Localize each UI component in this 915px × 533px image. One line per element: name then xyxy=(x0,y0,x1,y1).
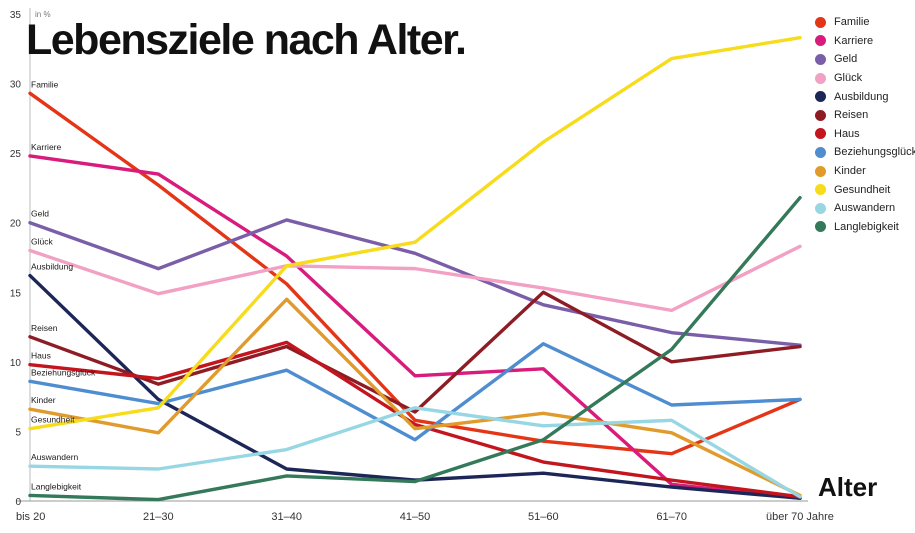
series-line-auswandern xyxy=(28,406,802,499)
legend-label-haus: Haus xyxy=(834,127,860,140)
series-start-label-geld: Geld xyxy=(31,209,49,219)
series-line-kinder xyxy=(28,297,802,498)
legend-label-langlebigkeit: Langlebigkeit xyxy=(834,220,899,233)
x-category-label-31-40: 31–40 xyxy=(271,511,302,523)
legend-label-gl-ck: Glück xyxy=(834,72,863,85)
legend-item-gl-ck: Glück xyxy=(815,69,915,88)
series-line-gl-ck xyxy=(28,244,802,313)
legend-dot-gesundheit xyxy=(815,184,826,196)
y-tick-label-30: 30 xyxy=(10,80,22,91)
legend-dot-ausbildung xyxy=(815,91,826,103)
series-line-karriere xyxy=(28,154,802,500)
y-tick-label-15: 15 xyxy=(10,288,22,299)
y-tick-label-5: 5 xyxy=(15,427,21,438)
legend-dot-haus xyxy=(815,128,826,140)
legend-label-auswandern: Auswandern xyxy=(834,202,896,215)
legend-item-familie: Familie xyxy=(815,13,915,32)
legend-dot-beziehungsgl-ck xyxy=(815,146,826,158)
x-category-label-21-30: 21–30 xyxy=(143,511,174,523)
legend-item-geld: Geld xyxy=(815,50,915,69)
series-start-label-gesundheit: Gesundheit xyxy=(31,415,75,425)
legend-item-langlebigkeit: Langlebigkeit xyxy=(815,218,915,237)
series-start-label-karriere: Karriere xyxy=(31,142,62,152)
x-category-label-41-50: 41–50 xyxy=(400,511,431,523)
legend-dot-karriere xyxy=(815,35,826,47)
series-start-label-beziehungsgl-ck: Beziehungsglück xyxy=(31,367,96,377)
series-start-label-haus: Haus xyxy=(31,351,51,361)
legend-dot-kinder xyxy=(815,165,826,177)
legend-label-reisen: Reisen xyxy=(834,109,869,122)
series-start-label-familie: Familie xyxy=(31,79,59,89)
legend-item-gesundheit: Gesundheit xyxy=(815,180,915,199)
y-tick-label-0: 0 xyxy=(15,497,21,508)
series-line-langlebigkeit xyxy=(28,195,802,502)
series-start-label-langlebigkeit: Langlebigkeit xyxy=(31,481,82,491)
legend-dot-geld xyxy=(815,53,826,65)
series-line-geld xyxy=(28,218,802,347)
series-line-familie xyxy=(28,91,802,456)
legend-label-kinder: Kinder xyxy=(834,165,866,178)
series-line-ausbildung xyxy=(28,273,802,500)
legend-label-ausbildung: Ausbildung xyxy=(834,90,889,103)
legend-item-kinder: Kinder xyxy=(815,162,915,181)
legend-label-familie: Familie xyxy=(834,16,870,29)
x-category-label--ber-70-jahre: über 70 Jahre xyxy=(766,511,834,523)
series-line-haus xyxy=(28,340,802,499)
legend-item-auswandern: Auswandern xyxy=(815,199,915,218)
series-line-reisen xyxy=(28,290,802,414)
x-axis-title: Alter xyxy=(818,472,878,502)
series-start-label-kinder: Kinder xyxy=(31,395,56,405)
legend-item-ausbildung: Ausbildung xyxy=(815,87,915,106)
legend-dot-familie xyxy=(815,16,826,28)
x-category-label-61-70: 61–70 xyxy=(656,511,687,523)
legend-item-beziehungsgl-ck: Beziehungsglück xyxy=(815,143,915,162)
legend: Familie Karriere Geld Glück Ausbildung Reisen… xyxy=(815,13,915,236)
y-tick-label-20: 20 xyxy=(10,219,22,230)
legend-item-karriere: Karriere xyxy=(815,32,915,51)
chart-title: Lebensziele nach Alter. xyxy=(26,16,467,64)
series-start-label-reisen: Reisen xyxy=(31,323,58,333)
x-category-label-51-60: 51–60 xyxy=(528,511,559,523)
series-line-beziehungsgl-ck xyxy=(28,342,802,442)
legend-dot-auswandern xyxy=(815,202,826,214)
legend-dot-langlebigkeit xyxy=(815,221,826,233)
series-line-gesundheit xyxy=(28,35,802,431)
y-tick-label-25: 25 xyxy=(10,149,22,160)
x-category-label-bis-20: bis 20 xyxy=(16,511,45,523)
legend-label-beziehungsgl-ck: Beziehungsglück xyxy=(834,146,915,159)
legend-dot-gl-ck xyxy=(815,72,826,84)
legend-item-haus: Haus xyxy=(815,125,915,144)
legend-dot-reisen xyxy=(815,109,826,121)
series-start-label-ausbildung: Ausbildung xyxy=(31,262,73,272)
legend-label-geld: Geld xyxy=(834,53,858,66)
y-axis-unit-label: in % xyxy=(35,10,51,19)
legend-label-gesundheit: Gesundheit xyxy=(834,183,891,196)
series-start-label-gl-ck: Glück xyxy=(31,237,53,247)
legend-label-karriere: Karriere xyxy=(834,34,874,47)
series-start-label-auswandern: Auswandern xyxy=(31,452,79,462)
legend-item-reisen: Reisen xyxy=(815,106,915,125)
y-tick-label-35: 35 xyxy=(10,10,22,21)
y-tick-label-10: 10 xyxy=(10,358,22,369)
